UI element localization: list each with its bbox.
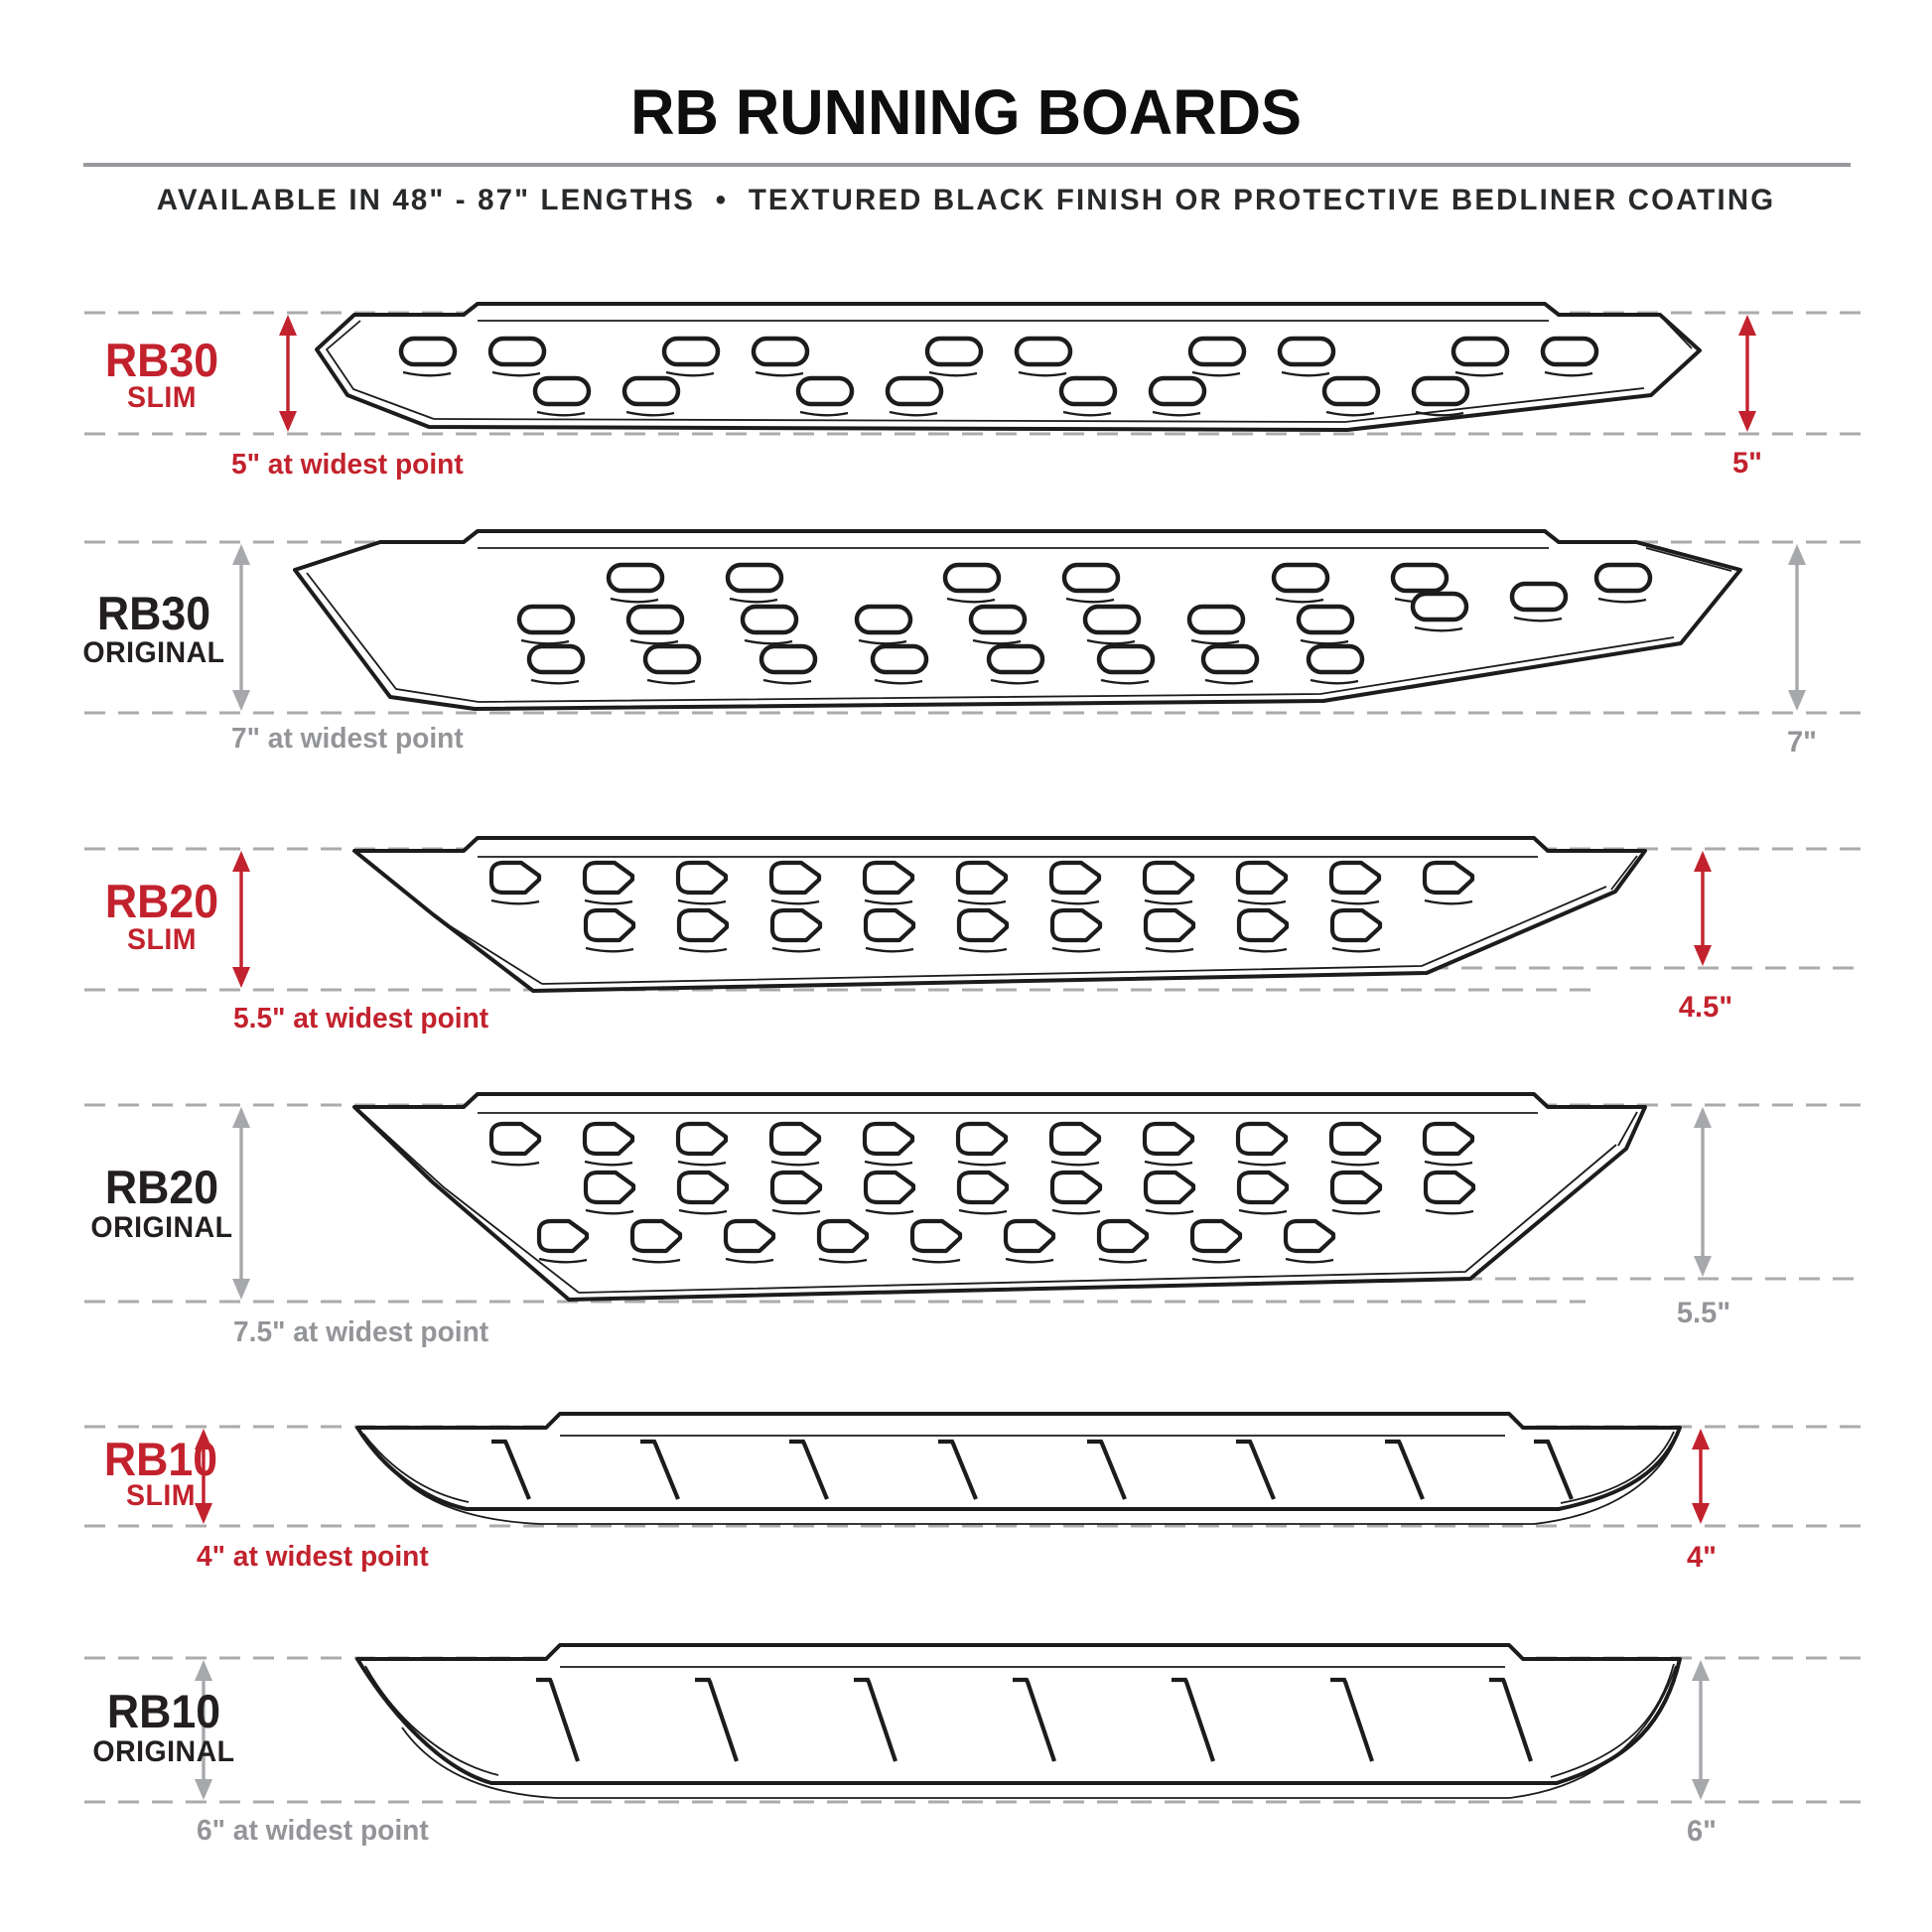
page-title: RB RUNNING BOARDS (630, 76, 1302, 148)
rb20-original-model-label: RB20 (104, 1161, 219, 1213)
rb10-original-board-drawing (355, 1643, 1682, 1799)
rb10-slim-left-arrow (195, 1429, 212, 1524)
rb10-original-variant-label: ORIGINAL (92, 1735, 235, 1768)
rb30-slim-variant-label: SLIM (127, 381, 197, 414)
rb20-original-height-label: 5.5" (1676, 1297, 1731, 1329)
rb20-original-right-arrow (1694, 1107, 1712, 1277)
rb10-original-width-label: 6" at widest point (197, 1815, 429, 1847)
rb30-slim-right-arrow (1738, 315, 1756, 432)
rb10-slim-right-arrow (1692, 1429, 1710, 1524)
rb10-slim-width-label: 4" at widest point (197, 1541, 429, 1573)
rb30-original-width-label: 7" at widest point (231, 723, 464, 755)
rb10-slim-height-label: 4" (1687, 1541, 1717, 1574)
rb30-original-board-drawing (293, 529, 1742, 711)
rb10-slim-model-label: RB10 (103, 1433, 218, 1485)
rb10-original-left-arrow (195, 1660, 212, 1800)
rb10-slim-variant-label: SLIM (126, 1479, 196, 1512)
rb20-original-board-drawing (352, 1092, 1647, 1302)
page-subtitle: AVAILABLE IN 48" - 87" LENGTHS • TEXTURE… (156, 184, 1776, 216)
rb30-slim-left-arrow (279, 315, 297, 432)
rb30-original-left-arrow (232, 544, 250, 711)
rb20-slim-height-label: 4.5" (1678, 991, 1733, 1024)
rb20-slim-right-arrow (1694, 851, 1712, 966)
rb20-original-left-arrow (232, 1107, 250, 1300)
rb10-original-right-arrow (1692, 1660, 1710, 1800)
rb20-slim-board-drawing (352, 836, 1647, 993)
dimension-arrows (195, 315, 1806, 1800)
rb30-original-model-label: RB30 (96, 587, 211, 639)
rb20-slim-left-arrow (232, 851, 250, 988)
rb30-slim-width-label: 5" at widest point (231, 449, 464, 481)
rb20-slim-width-label: 5.5" at widest point (233, 1003, 489, 1035)
rb20-original-width-label: 7.5" at widest point (233, 1316, 489, 1348)
rb10-original-model-label: RB10 (106, 1685, 221, 1737)
rb30-slim-model-label: RB30 (104, 334, 219, 386)
rb30-slim-height-label: 5" (1732, 447, 1762, 480)
rb30-original-height-label: 7" (1787, 726, 1817, 759)
title-divider (83, 163, 1851, 167)
rb20-slim-model-label: RB20 (104, 875, 219, 927)
rb10-slim-board-drawing (355, 1412, 1682, 1525)
rb30-slim-board-drawing (315, 302, 1702, 432)
rb30-original-right-arrow (1788, 544, 1806, 711)
rb20-slim-variant-label: SLIM (127, 923, 197, 956)
rb30-original-variant-label: ORIGINAL (82, 636, 225, 669)
rb20-original-variant-label: ORIGINAL (90, 1211, 233, 1244)
rb10-original-height-label: 6" (1687, 1815, 1717, 1848)
